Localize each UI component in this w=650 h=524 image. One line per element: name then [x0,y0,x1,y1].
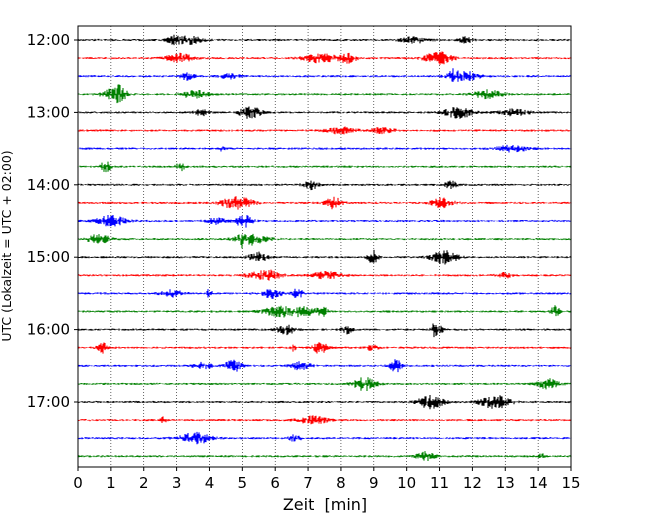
trace-row-1445 [77,233,572,249]
y-axis-label: UTC (Lokalzeit = UTC + 02:00) [0,150,14,341]
y-axis-ticks: 12:00 13:00 14:00 15:00 16:00 17:00 [27,31,78,411]
plot-frame [77,25,572,468]
trace-row-1600 [77,323,572,338]
trace-row-1330 [77,144,572,153]
trace-row-1615 [77,342,572,354]
x-tick-label: 0 [73,474,83,492]
trace-row-1215 [77,51,572,65]
x-tick-label: 7 [303,474,313,492]
trace-row-1730 [77,431,572,445]
trace-row-1300 [77,106,572,119]
y-tick-label: 14:00 [27,176,70,194]
y-tick-label: 12:00 [27,31,70,49]
y-tick-label: 15:00 [27,248,70,266]
x-tick-label: 9 [369,474,379,492]
x-tick-label: 1 [106,474,116,492]
trace-row-1530 [77,288,572,299]
seismic-traces [77,34,572,462]
trace-row-1430 [77,214,572,228]
x-tick-label: 12 [463,474,482,492]
trace-row-1245 [77,84,572,104]
y-tick-label: 16:00 [27,321,70,339]
trace-row-1545 [77,305,572,318]
trace-row-1400 [77,180,572,191]
trace-row-1715 [77,415,572,425]
x-tick-label: 11 [430,474,449,492]
x-tick-label: 10 [397,474,416,492]
trace-row-1345 [77,161,572,173]
x-tick-label: 3 [172,474,182,492]
y-tick-label: 13:00 [27,103,70,121]
x-tick-label: 5 [238,474,248,492]
trace-row-1700 [77,395,572,410]
trace-row-1645 [77,377,572,392]
x-axis-label: Zeit [min] [283,495,367,514]
x-tick-label: 2 [139,474,149,492]
y-tick-label: 17:00 [27,393,70,411]
x-tick-label: 6 [270,474,280,492]
x-axis-ticks: 0 1 2 3 4 5 6 7 8 9 10 11 12 13 14 15 [73,467,581,492]
x-tick-label: 8 [336,474,346,492]
trace-row-1200 [77,34,572,46]
trace-row-1315 [77,126,572,135]
trace-row-1230 [77,68,572,82]
x-tick-label: 13 [496,474,515,492]
x-tick-label: 4 [205,474,215,492]
x-tick-label: 14 [529,474,548,492]
trace-row-1500 [77,249,572,265]
x-tick-label: 15 [561,474,580,492]
trace-row-1515 [77,269,572,281]
trace-row-1415 [77,196,572,210]
trace-row-1630 [77,359,572,373]
trace-row-1745 [77,451,572,462]
